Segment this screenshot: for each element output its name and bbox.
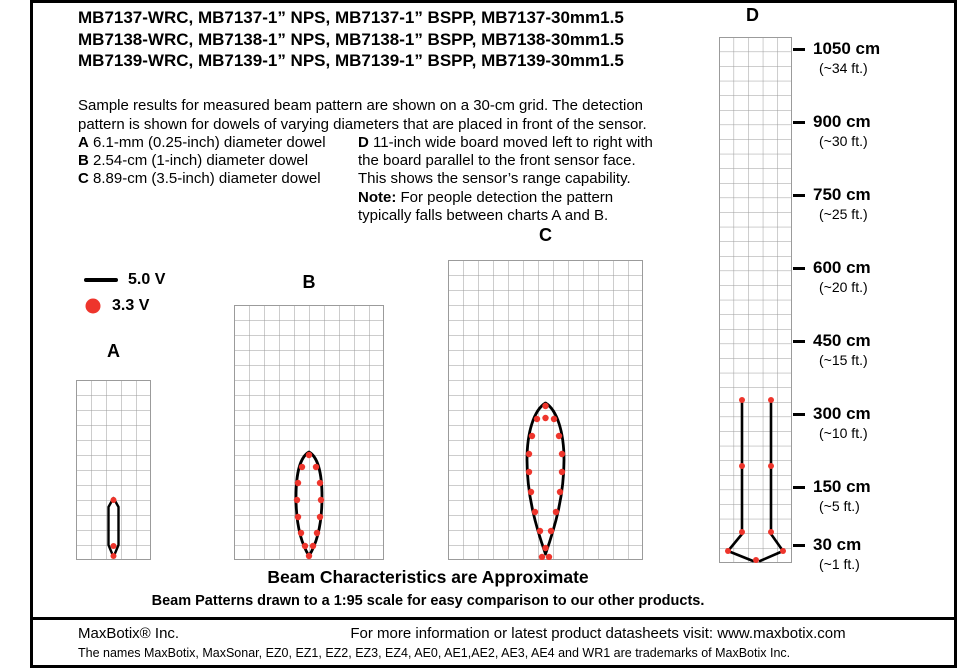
product-title-line: MB7139-WRC, MB7139-1” NPS, MB7139-1” BSP…	[78, 51, 624, 70]
range-ft: (~5 ft.)	[819, 498, 860, 514]
footer-url: www.maxbotix.com	[717, 625, 846, 642]
footer-brand: MaxBotix® Inc.	[78, 625, 180, 642]
beam-pattern-description: Sample results for measured beam pattern…	[78, 97, 647, 133]
legend-dot-swatch	[85, 298, 101, 314]
range-cm: 900 cm	[813, 112, 871, 131]
range-scale-item-300: 300 cm (~10 ft.)	[793, 404, 958, 442]
legend-5v-label: 5.0 V	[128, 271, 166, 288]
beam-grid-c	[448, 260, 643, 560]
dowel-key: C	[78, 170, 89, 187]
range-scale-item-1050: 1050 cm (~34 ft.)	[793, 39, 958, 77]
caption-scale-note: Beam Patterns drawn to a 1:95 scale for …	[151, 593, 705, 609]
footer-divider	[31, 617, 956, 620]
dowel-key: B	[78, 152, 89, 169]
note-text: For people detection the pattern	[400, 189, 614, 206]
range-cm: 150 cm	[813, 477, 871, 496]
tick-mark	[793, 340, 805, 343]
beam-c-outline	[525, 401, 566, 556]
board-desc-line2: the board parallel to the front sensor f…	[358, 152, 636, 169]
range-scale-item-30: 30 cm (~1 ft.)	[793, 535, 958, 573]
range-cm: 750 cm	[813, 185, 871, 204]
dowel-item-b: B 2.54-cm (1-inch) diameter dowel	[78, 152, 308, 170]
range-ft: (~25 ft.)	[819, 206, 868, 222]
tick-mark	[793, 48, 805, 51]
range-cm: 450 cm	[813, 331, 871, 350]
beam-a-dots	[110, 497, 117, 559]
dowel-text: 6.1-mm (0.25-inch) diameter dowel	[93, 134, 326, 151]
legend-line-swatch	[84, 278, 118, 282]
caption-approximate: Beam Characteristics are Approximate	[267, 567, 589, 587]
legend-3v3: 3.3 V	[84, 297, 149, 315]
beam-grid-d	[719, 37, 792, 563]
beam-c-dots	[525, 402, 566, 560]
board-note-line1: Note: For people detection the pattern	[358, 189, 613, 207]
range-ft: (~15 ft.)	[819, 352, 868, 368]
tick-mark	[793, 194, 805, 197]
footer-visit-text: For more information or latest product d…	[350, 625, 714, 642]
range-cm: 1050 cm	[813, 39, 881, 58]
range-scale-item-750: 750 cm (~25 ft.)	[793, 185, 958, 223]
page-border	[30, 0, 957, 668]
tick-mark	[793, 544, 805, 547]
range-cm: 300 cm	[813, 404, 871, 423]
tick-mark	[793, 413, 805, 416]
beam-b-dots	[293, 451, 325, 560]
note-label: Note:	[358, 189, 397, 206]
range-ft: (~1 ft.)	[819, 556, 860, 572]
dowel-key: A	[78, 134, 89, 151]
range-scale-item-150: 150 cm (~5 ft.)	[793, 477, 958, 515]
product-title-line: MB7137-WRC, MB7137-1” NPS, MB7137-1” BSP…	[78, 8, 624, 27]
legend-3v3-label: 3.3 V	[112, 297, 150, 314]
product-titles: MB7137-WRC, MB7137-1” NPS, MB7137-1” BSP…	[78, 7, 624, 72]
product-title-line: MB7138-WRC, MB7138-1” NPS, MB7138-1” BSP…	[78, 29, 624, 49]
range-scale-item-600: 600 cm (~20 ft.)	[793, 258, 958, 296]
dowel-item-c: C 8.89-cm (3.5-inch) diameter dowel	[78, 170, 321, 188]
board-key: D	[358, 134, 369, 151]
board-desc-line3: This shows the sensor’s range capability…	[358, 170, 631, 187]
tick-mark	[793, 121, 805, 124]
range-ft: (~10 ft.)	[819, 425, 868, 441]
dowel-item-a: A 6.1-mm (0.25-inch) diameter dowel	[78, 134, 326, 152]
range-ft: (~20 ft.)	[819, 279, 868, 295]
dowel-text: 2.54-cm (1-inch) diameter dowel	[93, 152, 309, 169]
beam-grid-a	[76, 380, 151, 560]
range-cm: 600 cm	[813, 258, 871, 277]
range-ft: (~34 ft.)	[819, 60, 868, 76]
beam-grid-b	[234, 305, 384, 560]
footer-visit-line: For more information or latest product d…	[240, 625, 956, 642]
legend-5v: 5.0 V	[84, 271, 165, 289]
grid-label-b: B	[302, 272, 316, 292]
grid-label-c: C	[539, 225, 552, 245]
range-scale-item-450: 450 cm (~15 ft.)	[793, 331, 958, 369]
board-desc-line1: D 11-inch wide board moved left to right…	[358, 134, 653, 152]
board-text: 11-inch wide board moved left to right w…	[373, 134, 653, 151]
footer-trademarks: The names MaxBotix, MaxSonar, EZ0, EZ1, …	[78, 646, 791, 660]
beam-d-dots	[725, 397, 786, 563]
board-note-line2: typically falls between charts A and B.	[358, 207, 609, 224]
range-scale-item-900: 900 cm (~30 ft.)	[793, 112, 958, 150]
grid-label-a: A	[107, 341, 120, 361]
dowel-text: 8.89-cm (3.5-inch) diameter dowel	[93, 170, 321, 187]
tick-mark	[793, 267, 805, 270]
range-ft: (~30 ft.)	[819, 133, 868, 149]
range-cm: 30 cm	[813, 535, 862, 554]
tick-mark	[793, 486, 805, 489]
grid-label-d: D	[746, 5, 759, 25]
